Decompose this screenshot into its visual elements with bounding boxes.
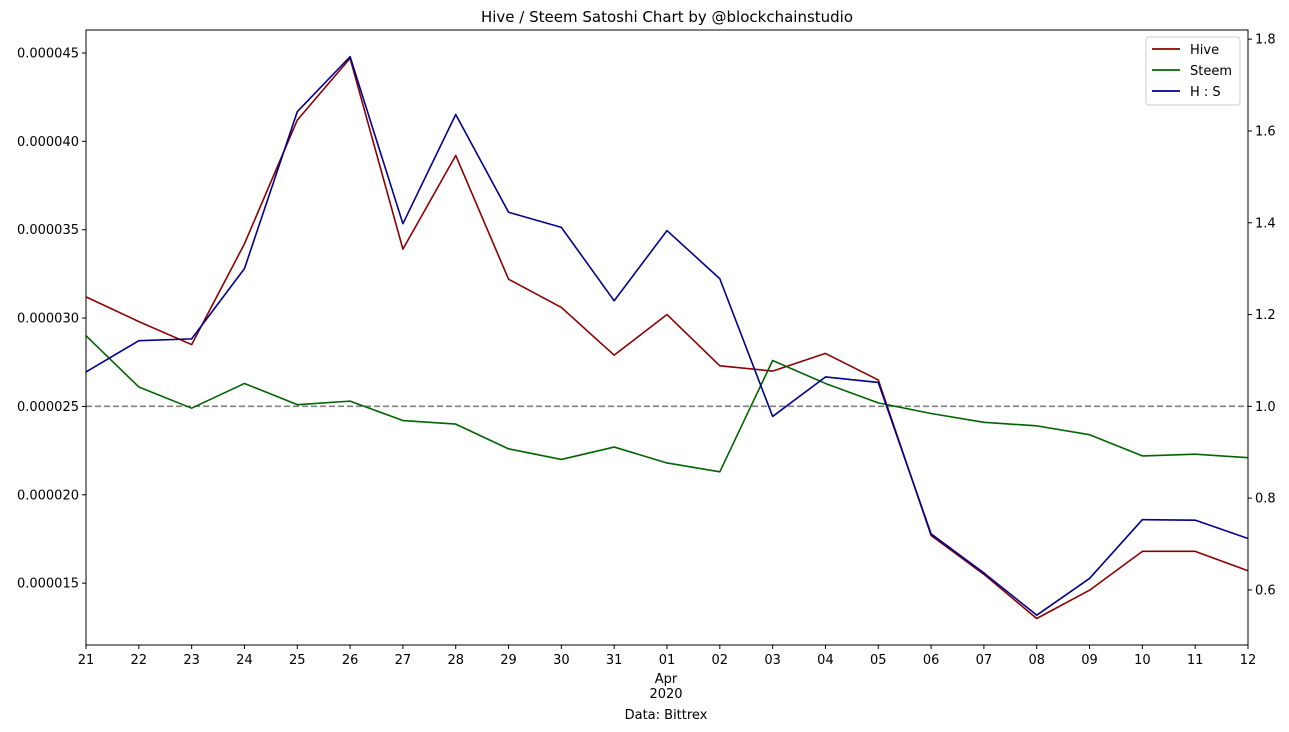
legend-label: Steem [1190,64,1232,79]
y-left-tick-label: 0.000045 [17,46,79,61]
y-left-tick-label: 0.000040 [17,135,79,150]
y-right-tick-label: 1.8 [1255,33,1276,48]
y-right-tick-label: 0.6 [1255,583,1276,598]
series-line-2 [85,55,1249,616]
legend-label: Hive [1190,43,1219,58]
x-tick-label: 03 [764,653,781,668]
x-tick-label: 31 [606,653,623,668]
x-tick-label: 02 [712,653,729,668]
series-line-0 [85,57,1249,620]
y-right-tick-label: 1.4 [1255,216,1276,231]
x-tick-label: 05 [870,653,887,668]
x-tick-label: 28 [447,653,464,668]
y-left-tick-label: 0.000015 [17,577,79,592]
legend-label: H : S [1190,85,1221,100]
x-tick-label: 30 [553,653,570,668]
y-right-tick-label: 1.6 [1255,124,1276,139]
x-month-label: Apr [655,672,678,687]
y-right-tick-label: 1.2 [1255,308,1276,323]
y-right-tick-label: 0.8 [1255,492,1276,507]
x-tick-label: 11 [1187,653,1204,668]
x-tick-label: 24 [236,653,253,668]
x-tick-label: 10 [1134,653,1151,668]
x-tick-label: 07 [976,653,993,668]
x-tick-label: 21 [78,653,95,668]
x-tick-label: 22 [131,653,148,668]
x-tick-label: 12 [1240,653,1257,668]
x-tick-label: 23 [183,653,200,668]
y-left-tick-label: 0.000025 [17,400,79,415]
x-tick-label: 09 [1081,653,1098,668]
plot-frame [85,29,1249,646]
y-right-tick-label: 1.0 [1255,400,1276,415]
x-year-label: 2020 [649,687,682,702]
x-tick-label: 08 [1028,653,1045,668]
legend: Hive Steem H : S [1145,36,1241,106]
y-left-tick-label: 0.000020 [17,488,79,503]
x-tick-label: 29 [500,653,517,668]
legend-box [1145,36,1241,106]
x-tick-label: 26 [342,653,359,668]
x-axis-label: Data: Bittrex [625,708,708,723]
x-tick-label: 25 [289,653,306,668]
y-left-tick-label: 0.000030 [17,312,79,327]
x-tick-label: 06 [923,653,940,668]
x-tick-label: 01 [659,653,676,668]
x-tick-label: 04 [817,653,834,668]
x-tick-label: 27 [395,653,412,668]
series-line-1 [85,335,1249,473]
y-left-tick-label: 0.000035 [17,223,79,238]
chart-title: Hive / Steem Satoshi Chart by @blockchai… [481,8,853,26]
